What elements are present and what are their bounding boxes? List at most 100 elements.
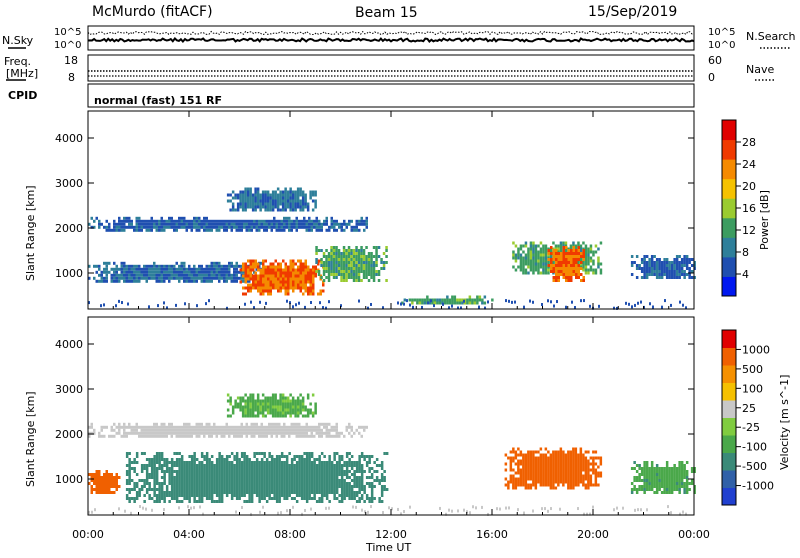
data-cell	[211, 479, 214, 482]
data-cell	[678, 255, 681, 258]
data-cell	[257, 203, 260, 206]
data-cell	[221, 435, 224, 438]
data-cell	[351, 479, 354, 482]
data-cell	[228, 485, 231, 488]
data-cell	[326, 476, 329, 479]
data-cell	[156, 467, 159, 470]
data-cell	[123, 280, 126, 283]
data-cell	[236, 464, 239, 467]
data-cell	[211, 280, 214, 283]
data-cell	[555, 475, 558, 478]
data-cell	[171, 470, 174, 473]
data-cell	[311, 488, 314, 491]
data-cell	[301, 482, 304, 485]
data-cell	[276, 476, 279, 479]
ground-scatter-cell	[184, 302, 186, 305]
data-cell	[268, 482, 271, 485]
data-cell	[353, 267, 356, 270]
data-cell	[308, 435, 311, 438]
data-cell	[218, 482, 221, 485]
data-cell	[676, 258, 679, 261]
data-cell	[525, 475, 528, 478]
data-cell	[208, 461, 211, 464]
data-cell	[188, 455, 191, 458]
data-cell	[512, 484, 515, 487]
data-cell	[266, 488, 269, 491]
data-cell	[218, 274, 221, 277]
data-cell	[98, 268, 101, 271]
data-cell	[537, 260, 540, 263]
data-cell	[276, 464, 279, 467]
data-cell	[257, 403, 260, 406]
data-cell	[257, 290, 260, 293]
data-cell	[363, 229, 366, 232]
data-cell	[439, 302, 442, 305]
data-cell	[333, 479, 336, 482]
data-cell	[313, 473, 316, 476]
data-cell	[133, 280, 136, 283]
ground-scatter-cell	[319, 301, 321, 304]
data-cell	[276, 455, 279, 458]
data-cell	[268, 452, 271, 455]
data-cell	[262, 275, 265, 278]
data-cell	[211, 226, 214, 229]
data-cell	[580, 261, 583, 264]
data-cell	[301, 220, 304, 223]
data-cell	[136, 473, 139, 476]
data-cell	[243, 479, 246, 482]
data-cell	[251, 432, 254, 435]
data-cell	[276, 473, 279, 476]
data-cell	[233, 268, 236, 271]
data-cell	[131, 432, 134, 435]
data-cell	[300, 275, 303, 278]
data-cell	[386, 488, 389, 491]
data-cell	[515, 472, 518, 475]
data-cell	[317, 293, 320, 296]
data-cell	[96, 473, 99, 476]
data-cell	[248, 223, 251, 226]
data-cell	[183, 277, 186, 280]
data-cell	[244, 415, 247, 418]
data-cell	[269, 203, 272, 206]
data-cell	[267, 203, 270, 206]
data-cell	[273, 464, 276, 467]
data-cell	[238, 491, 241, 494]
data-cell	[658, 276, 661, 279]
data-cell	[118, 280, 121, 283]
data-cell	[451, 296, 454, 299]
data-cell	[553, 279, 556, 282]
data-cell	[228, 488, 231, 491]
data-cell	[91, 488, 94, 491]
data-cell	[585, 469, 588, 472]
data-cell	[338, 494, 341, 497]
data-cell	[218, 220, 221, 223]
data-cell	[298, 464, 301, 467]
data-cell	[439, 299, 442, 302]
data-cell	[545, 448, 548, 451]
data-cell	[239, 197, 242, 200]
data-cell	[208, 488, 211, 491]
data-cell	[118, 217, 121, 220]
data-cell	[188, 464, 191, 467]
data-cell	[338, 252, 341, 255]
data-cell	[281, 473, 284, 476]
data-cell	[348, 273, 351, 276]
ground-scatter-cell	[259, 301, 261, 304]
ground-scatter-cell	[397, 301, 399, 304]
data-cell	[146, 426, 149, 429]
data-cell	[101, 426, 104, 429]
data-cell	[646, 255, 649, 258]
data-cell	[297, 284, 300, 287]
data-cell	[198, 500, 201, 503]
data-cell	[233, 223, 236, 226]
data-cell	[216, 482, 219, 485]
data-cell	[343, 485, 346, 488]
data-cell	[321, 461, 324, 464]
data-cell	[356, 220, 359, 223]
data-cell	[116, 473, 119, 476]
data-cell	[560, 448, 563, 451]
data-cell	[668, 485, 671, 488]
data-cell	[522, 457, 525, 460]
data-cell	[171, 491, 174, 494]
data-cell	[103, 280, 106, 283]
